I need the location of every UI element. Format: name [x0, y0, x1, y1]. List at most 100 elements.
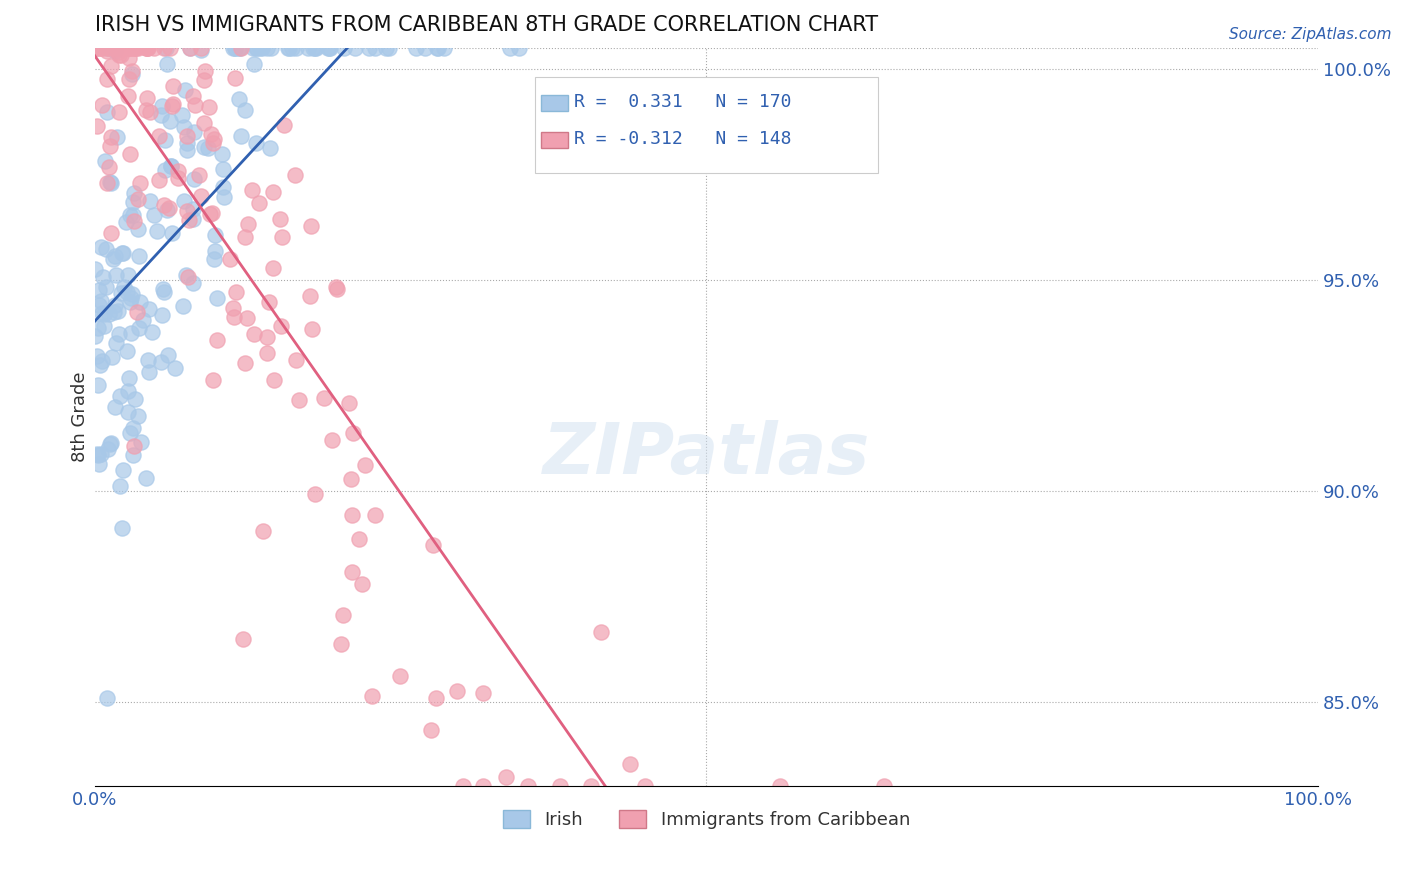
- Point: [90, 40, 112, 54]
- Point: [129, 434, 152, 449]
- Point: [107, 45, 129, 59]
- Point: [204, 227, 226, 242]
- Point: [302, 40, 325, 54]
- Point: [103, 304, 125, 318]
- Point: [288, 393, 311, 408]
- Point: [187, 168, 209, 182]
- Point: [176, 129, 198, 144]
- Point: [108, 104, 131, 119]
- Point: [93, 307, 115, 321]
- Point: [90, 240, 112, 254]
- Point: [117, 89, 139, 103]
- Point: [96, 176, 118, 190]
- Point: [321, 434, 343, 448]
- Point: [110, 40, 132, 54]
- Point: [94, 154, 117, 169]
- Point: [84, 329, 107, 343]
- Point: [340, 566, 363, 580]
- Point: [183, 125, 205, 139]
- Point: [172, 108, 194, 122]
- Point: [181, 276, 204, 290]
- Point: [91, 306, 114, 320]
- Point: [91, 98, 114, 112]
- Point: [177, 270, 200, 285]
- Point: [117, 71, 139, 86]
- Point: [619, 756, 641, 771]
- Point: [156, 202, 179, 217]
- Point: [333, 40, 356, 54]
- Point: [193, 140, 215, 154]
- Point: [84, 40, 107, 54]
- Point: [110, 47, 132, 62]
- Point: [120, 208, 142, 222]
- Point: [86, 349, 108, 363]
- Point: [224, 40, 246, 54]
- Point: [262, 185, 284, 199]
- Point: [135, 103, 157, 117]
- Point: [118, 51, 141, 65]
- Point: [125, 304, 148, 318]
- Point: [337, 396, 360, 410]
- Point: [243, 57, 266, 71]
- Point: [98, 436, 121, 450]
- Point: [211, 161, 233, 176]
- Point: [157, 202, 180, 216]
- Point: [96, 243, 118, 257]
- Point: [117, 384, 139, 398]
- Point: [91, 269, 114, 284]
- Point: [225, 285, 247, 300]
- Point: [242, 326, 264, 341]
- Text: R =  0.331   N = 170: R = 0.331 N = 170: [574, 93, 792, 111]
- Point: [262, 261, 284, 276]
- Point: [259, 141, 281, 155]
- Point: [260, 40, 283, 54]
- Point: [202, 136, 225, 150]
- Point: [150, 108, 173, 122]
- Point: [233, 103, 256, 118]
- Point: [181, 211, 204, 226]
- Point: [176, 136, 198, 150]
- Point: [115, 344, 138, 359]
- Point: [98, 160, 121, 174]
- Point: [211, 179, 233, 194]
- Point: [122, 186, 145, 200]
- Point: [135, 40, 157, 54]
- Point: [374, 40, 396, 54]
- Point: [232, 632, 254, 647]
- Point: [235, 357, 257, 371]
- Point: [201, 206, 224, 220]
- Point: [340, 472, 363, 486]
- Point: [122, 40, 145, 54]
- Point: [212, 190, 235, 204]
- Point: [256, 40, 278, 54]
- Point: [165, 360, 187, 375]
- Point: [364, 40, 387, 54]
- Point: [90, 40, 112, 54]
- Point: [342, 508, 364, 522]
- Point: [278, 40, 301, 54]
- Point: [132, 313, 155, 327]
- Point: [153, 198, 176, 212]
- Point: [122, 448, 145, 462]
- Point: [426, 40, 449, 54]
- Point: [120, 326, 142, 341]
- Point: [111, 245, 134, 260]
- Point: [173, 120, 195, 134]
- Point: [135, 471, 157, 485]
- Point: [101, 350, 124, 364]
- Point: [104, 298, 127, 312]
- Point: [162, 98, 184, 112]
- Point: [94, 280, 117, 294]
- Point: [343, 40, 366, 54]
- Point: [111, 40, 134, 54]
- Point: [388, 669, 411, 683]
- Point: [98, 139, 121, 153]
- Point: [378, 40, 401, 54]
- Point: [128, 250, 150, 264]
- Point: [270, 319, 292, 334]
- Point: [121, 67, 143, 81]
- Point: [548, 780, 571, 794]
- Point: [229, 40, 252, 54]
- Point: [149, 355, 172, 369]
- Point: [245, 40, 267, 54]
